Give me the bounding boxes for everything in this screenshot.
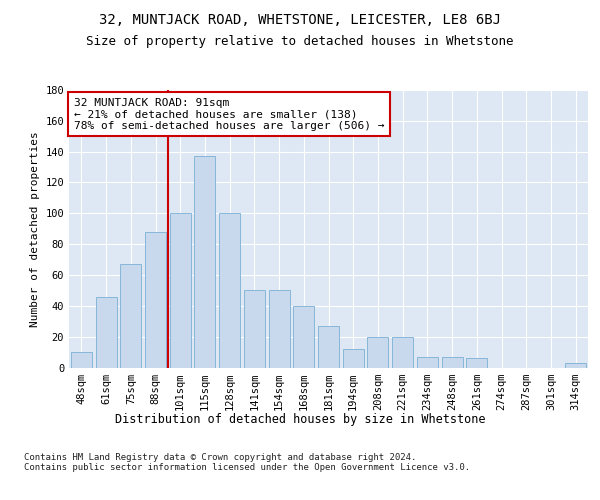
Bar (71, 352, 92, 368)
Text: Size of property relative to detached houses in Whetstone: Size of property relative to detached ho… (86, 35, 514, 48)
Bar (565, 363, 586, 368)
Bar (95, 296, 116, 368)
Text: Distribution of detached houses by size in Whetstone: Distribution of detached houses by size … (115, 412, 485, 426)
Bar (392, 336, 413, 368)
Y-axis label: Number of detached properties: Number of detached properties (30, 131, 40, 326)
Bar (194, 156, 215, 368)
Bar (466, 358, 487, 368)
Bar (219, 214, 240, 368)
Text: Contains HM Land Registry data © Crown copyright and database right 2024.
Contai: Contains HM Land Registry data © Crown c… (24, 452, 470, 472)
Bar (269, 290, 290, 368)
Bar (318, 326, 339, 368)
Bar (442, 356, 463, 368)
Text: 32 MUNTJACK ROAD: 91sqm
← 21% of detached houses are smaller (138)
78% of semi-d: 32 MUNTJACK ROAD: 91sqm ← 21% of detache… (74, 98, 385, 131)
Bar (170, 214, 191, 368)
Bar (417, 356, 438, 368)
Bar (120, 264, 141, 368)
Bar (244, 290, 265, 368)
Bar (145, 232, 166, 368)
Bar (293, 306, 314, 368)
Bar (343, 349, 364, 368)
Text: 32, MUNTJACK ROAD, WHETSTONE, LEICESTER, LE8 6BJ: 32, MUNTJACK ROAD, WHETSTONE, LEICESTER,… (99, 12, 501, 26)
Bar (367, 336, 388, 368)
